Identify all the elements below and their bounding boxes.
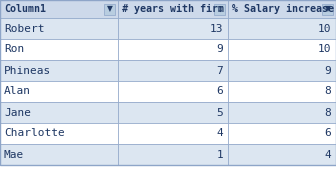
Bar xyxy=(118,102,228,123)
Text: ↧: ↧ xyxy=(216,4,223,13)
Bar xyxy=(228,0,336,18)
Bar xyxy=(228,39,336,60)
Text: 8: 8 xyxy=(324,107,331,117)
Text: 9: 9 xyxy=(216,45,223,55)
Bar xyxy=(104,4,115,14)
Text: Column1: Column1 xyxy=(4,4,46,14)
Text: 10: 10 xyxy=(318,45,331,55)
Text: 9: 9 xyxy=(324,65,331,75)
Text: Robert: Robert xyxy=(4,23,44,33)
Text: Jane: Jane xyxy=(4,107,31,117)
Bar xyxy=(0,102,118,123)
Text: 6: 6 xyxy=(216,87,223,97)
Text: % Salary increase: % Salary increase xyxy=(232,4,334,14)
Bar xyxy=(118,123,228,144)
Bar xyxy=(0,60,118,81)
Bar xyxy=(0,81,118,102)
Bar xyxy=(0,123,118,144)
Text: ▼: ▼ xyxy=(107,4,113,13)
Text: Mae: Mae xyxy=(4,149,24,159)
Bar xyxy=(0,0,118,18)
Text: 5: 5 xyxy=(216,107,223,117)
Text: 10: 10 xyxy=(318,23,331,33)
Bar xyxy=(228,123,336,144)
Text: 1: 1 xyxy=(216,149,223,159)
Text: 8: 8 xyxy=(324,87,331,97)
Bar xyxy=(228,60,336,81)
Bar xyxy=(118,60,228,81)
Text: Alan: Alan xyxy=(4,87,31,97)
Bar xyxy=(228,81,336,102)
Bar xyxy=(228,144,336,165)
Bar xyxy=(0,144,118,165)
Bar xyxy=(0,39,118,60)
Text: Charlotte: Charlotte xyxy=(4,129,65,139)
Text: # years with firm: # years with firm xyxy=(122,4,224,14)
Bar xyxy=(0,18,118,39)
Bar xyxy=(118,144,228,165)
Text: ▼: ▼ xyxy=(325,4,330,13)
Text: Ron: Ron xyxy=(4,45,24,55)
Bar xyxy=(322,4,333,14)
Text: 6: 6 xyxy=(324,129,331,139)
Bar xyxy=(118,39,228,60)
Text: 4: 4 xyxy=(216,129,223,139)
Bar xyxy=(118,18,228,39)
Bar xyxy=(228,18,336,39)
Text: 4: 4 xyxy=(324,149,331,159)
Bar xyxy=(118,0,228,18)
Bar xyxy=(214,4,225,14)
Text: 7: 7 xyxy=(216,65,223,75)
Text: 13: 13 xyxy=(210,23,223,33)
Bar xyxy=(228,102,336,123)
Text: Phineas: Phineas xyxy=(4,65,51,75)
Bar xyxy=(118,81,228,102)
